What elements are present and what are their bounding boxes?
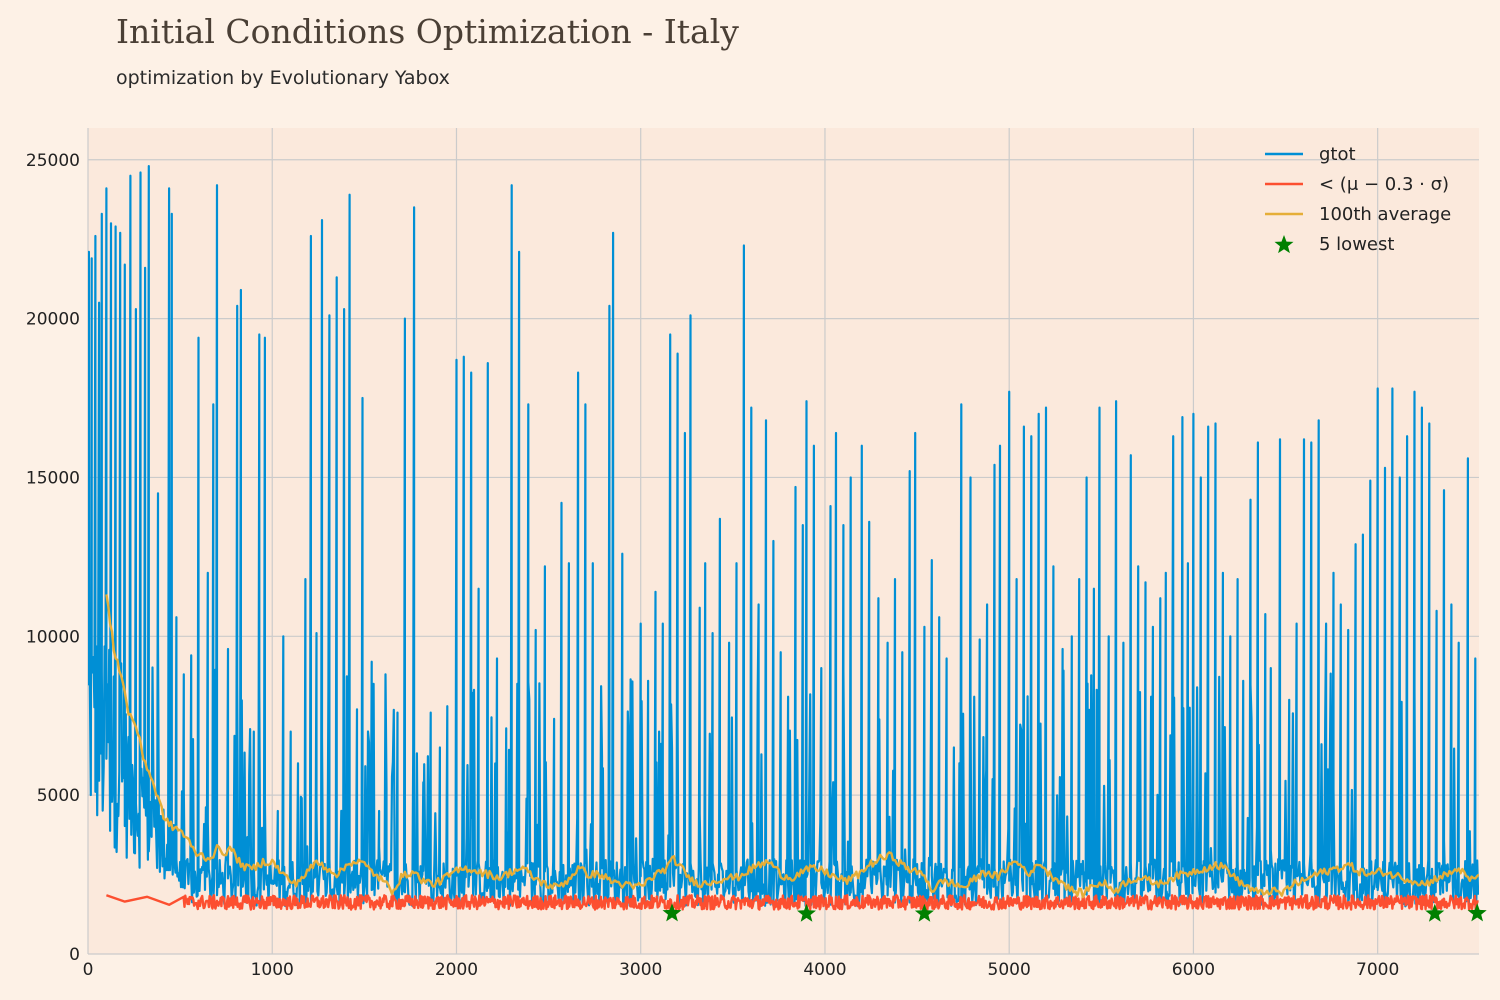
plot-area bbox=[88, 128, 1479, 954]
chart-subtitle: optimization by Evolutionary Yabox bbox=[116, 67, 450, 89]
series-layer bbox=[88, 165, 1487, 922]
y-tick-label: 15000 bbox=[26, 468, 80, 488]
tick-labels: 0 1000 2000 3000 4000 5000 6000 7000 0 5000 10000 1… bbox=[26, 151, 1399, 980]
y-tick-label: 25000 bbox=[26, 151, 80, 171]
x-tick-label: 4000 bbox=[803, 960, 846, 980]
y-tick-label: 10000 bbox=[26, 627, 80, 647]
y-tick-label: 5000 bbox=[37, 786, 80, 806]
lowest-point-star bbox=[914, 903, 934, 922]
x-tick-label: 2000 bbox=[435, 960, 478, 980]
y-tick-label: 20000 bbox=[26, 310, 80, 330]
legend: gtot < (μ − 0.3 · σ) 100th average 5 lowest bbox=[1265, 144, 1451, 255]
x-tick-label: 0 bbox=[83, 960, 94, 980]
x-tick-label: 7000 bbox=[1356, 960, 1399, 980]
series-gtot-line bbox=[88, 165, 1479, 908]
series-average-line bbox=[105, 594, 1479, 899]
y-tick-label: 0 bbox=[69, 945, 80, 965]
legend-label-threshold: < (μ − 0.3 · σ) bbox=[1319, 174, 1449, 195]
lowest-point-star bbox=[662, 903, 682, 922]
legend-label-average: 100th average bbox=[1319, 204, 1451, 225]
legend-label-lowest: 5 lowest bbox=[1319, 234, 1394, 255]
lowest-point-star bbox=[1467, 903, 1487, 922]
lowest-point-star bbox=[797, 903, 816, 922]
x-tick-label: 1000 bbox=[251, 960, 294, 980]
legend-label-gtot: gtot bbox=[1319, 144, 1356, 165]
x-tick-label: 6000 bbox=[1172, 960, 1215, 980]
x-tick-label: 3000 bbox=[619, 960, 662, 980]
x-tick-label: 5000 bbox=[988, 960, 1031, 980]
series-threshold-line bbox=[106, 894, 1479, 911]
chart-title: Initial Conditions Optimization - Italy bbox=[116, 12, 739, 51]
legend-star-icon bbox=[1274, 235, 1294, 254]
lowest-point-star bbox=[1425, 903, 1445, 922]
